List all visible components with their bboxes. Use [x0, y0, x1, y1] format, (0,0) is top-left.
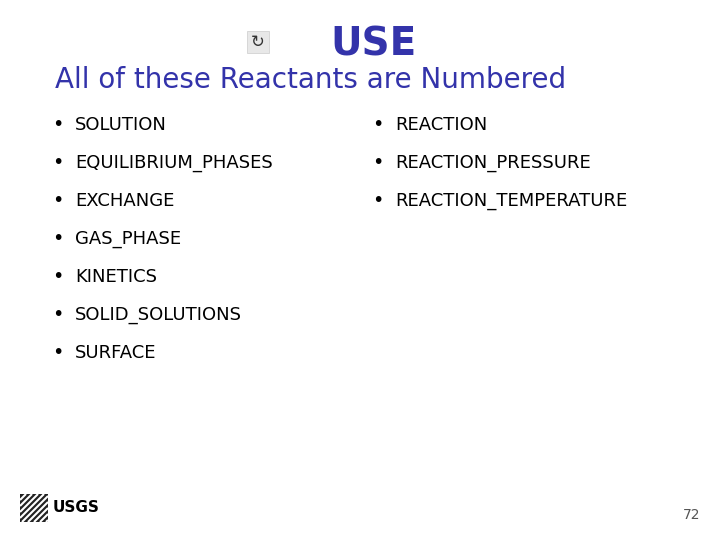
Text: •: •: [372, 192, 383, 211]
Text: KINETICS: KINETICS: [75, 268, 157, 286]
Text: •: •: [372, 116, 383, 134]
Text: REACTION_TEMPERATURE: REACTION_TEMPERATURE: [395, 192, 627, 210]
Text: SURFACE: SURFACE: [75, 344, 156, 362]
Text: EXCHANGE: EXCHANGE: [75, 192, 174, 210]
Text: All of these Reactants are Numbered: All of these Reactants are Numbered: [55, 66, 566, 94]
Text: SOLID_SOLUTIONS: SOLID_SOLUTIONS: [75, 306, 242, 324]
Text: •: •: [52, 153, 63, 172]
Text: GAS_PHASE: GAS_PHASE: [75, 230, 181, 248]
Text: REACTION_PRESSURE: REACTION_PRESSURE: [395, 154, 590, 172]
Text: USGS: USGS: [53, 501, 100, 516]
Text: •: •: [372, 153, 383, 172]
Text: •: •: [52, 192, 63, 211]
Text: •: •: [52, 306, 63, 325]
Text: 72: 72: [683, 508, 700, 522]
Text: USE: USE: [330, 26, 416, 64]
Bar: [20, 494, 48, 522]
Text: •: •: [52, 267, 63, 287]
Text: EQUILIBRIUM_PHASES: EQUILIBRIUM_PHASES: [75, 154, 273, 172]
Text: SOLUTION: SOLUTION: [75, 116, 167, 134]
Text: ↻: ↻: [251, 33, 265, 51]
Text: •: •: [52, 116, 63, 134]
FancyBboxPatch shape: [247, 31, 269, 53]
Text: REACTION: REACTION: [395, 116, 487, 134]
Text: •: •: [52, 230, 63, 248]
Text: •: •: [52, 343, 63, 362]
